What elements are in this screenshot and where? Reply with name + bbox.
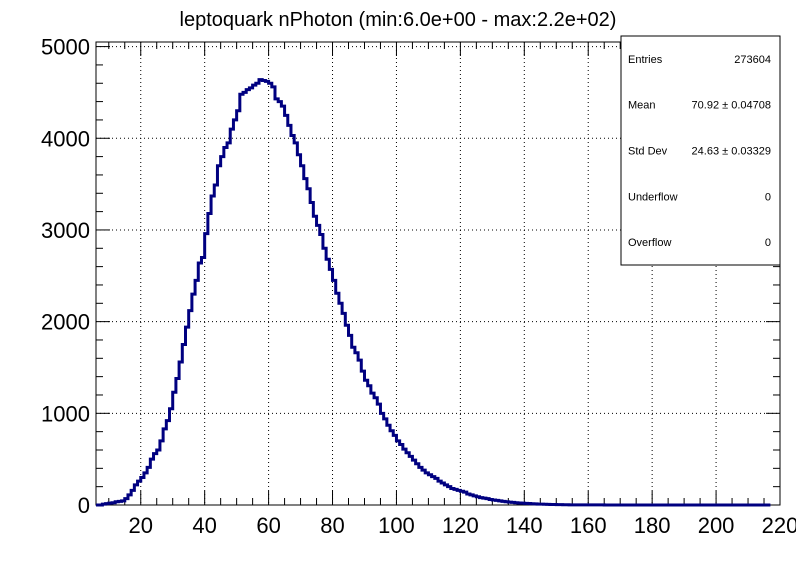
x-tick-label: 120 (442, 513, 479, 538)
x-tick-label: 80 (320, 513, 344, 538)
stats-label: Entries (628, 54, 663, 66)
x-tick-label: 200 (698, 513, 735, 538)
stats-label: Overflow (628, 237, 671, 249)
stats-value: 0 (765, 237, 771, 249)
histogram-series-line (96, 78, 771, 507)
y-tick-label: 5000 (41, 35, 90, 60)
x-tick-label: 60 (256, 513, 280, 538)
stats-value: 273604 (734, 54, 771, 66)
stats-value: 70.92 ± 0.04708 (692, 100, 771, 112)
x-tick-label: 160 (570, 513, 607, 538)
y-tick-label: 4000 (41, 126, 90, 151)
y-tick-label: 0 (78, 493, 90, 518)
tick-labels: 20 40 60 80 100 120 140 160 180 200 220 0 1000 2000 30… (41, 35, 796, 538)
stats-label: Underflow (628, 191, 678, 203)
chart-title: leptoquark nPhoton (min:6.0e+00 - max:2.… (180, 9, 617, 31)
stats-label: Mean (628, 100, 656, 112)
x-tick-label: 140 (506, 513, 543, 538)
y-tick-label: 2000 (41, 310, 90, 335)
stats-box-frame (620, 35, 781, 266)
x-tick-label: 20 (129, 513, 153, 538)
x-tick-label: 220 (762, 513, 796, 538)
y-tick-label: 3000 (41, 218, 90, 243)
axes (95, 41, 781, 506)
x-tick-label: 40 (192, 513, 216, 538)
x-tick-label: 100 (378, 513, 415, 538)
stats-value: 0 (765, 191, 771, 203)
stats-box: Entries 273604 Mean 70.92 ± 0.04708 Std Dev 2… (620, 35, 781, 266)
x-tick-label: 180 (634, 513, 671, 538)
y-tick-label: 1000 (41, 401, 90, 426)
plot-frame (95, 41, 781, 506)
stats-label: Std Dev (628, 146, 668, 158)
stats-value: 24.63 ± 0.03329 (692, 146, 771, 158)
